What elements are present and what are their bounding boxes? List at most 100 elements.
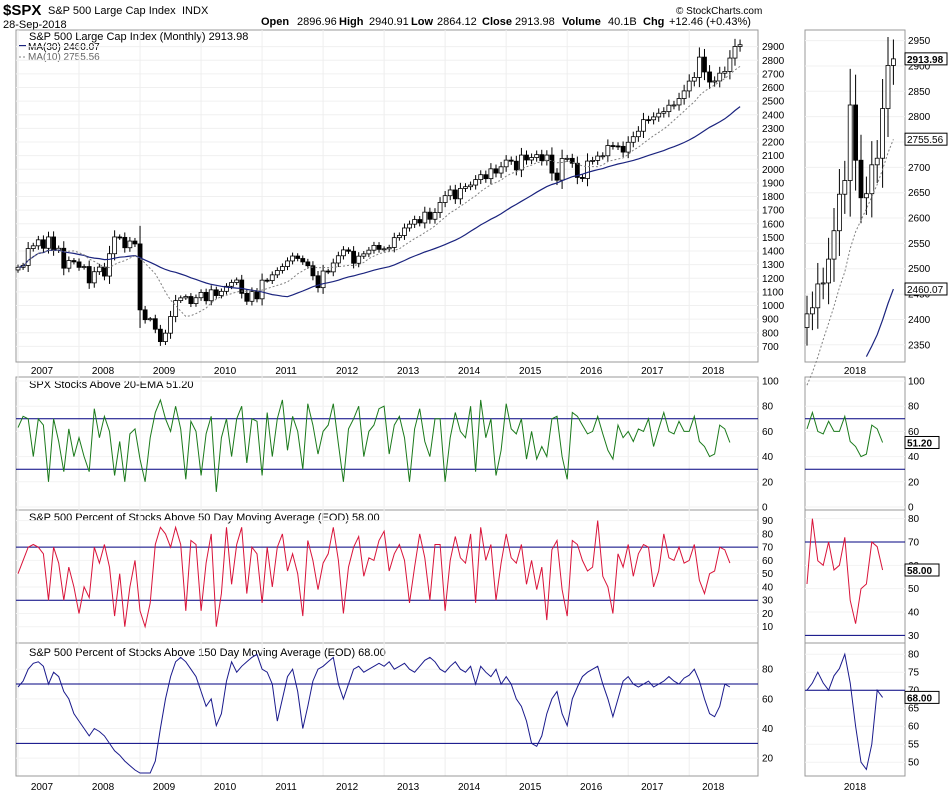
candle-up [696,56,702,78]
candle-up [66,260,72,269]
candle-down [325,270,331,273]
inset-ma150-ytick: 65 [908,704,920,715]
inset-ma150-ytick: 50 [908,758,920,769]
ma50-ytick: 60 [762,556,774,567]
candle-down [315,275,321,289]
candle-up [559,158,565,181]
price-ytick: 1600 [762,219,785,230]
price-legend: MA(30) 2460.07 MA(10) 2755.56 [19,42,100,63]
chart-date: 28-Sep-2018 [3,19,67,31]
candle-up [712,80,718,83]
inset-ema20-ytick: 100 [908,377,925,388]
candle-up [335,255,341,264]
candle-up [641,119,646,132]
candle-up [341,249,346,257]
candle-down [203,292,209,302]
price-xtick: 2017 [641,366,664,377]
candle-down [244,292,250,302]
inset-ma150-value-box [904,690,940,704]
candle-up [320,270,326,289]
candle-up [381,248,387,251]
plot-layer [15,37,896,774]
price-title: S&P 500 Large Cap Index (Monthly) 2913.9… [29,31,248,43]
candle-down [132,240,138,245]
candle-down [305,261,311,267]
candle-up [396,235,402,239]
ma50-panel [15,509,759,644]
inset-ema20-value-label: 51.20 [907,438,932,449]
inset-candle-down [858,159,864,199]
inset-candle-up [820,282,826,285]
ma50-ytick: 20 [762,609,774,620]
inset-candle-up [826,258,831,284]
inset-ma150-value-label: 68.00 [907,693,932,704]
candle-up [285,260,290,267]
inset-close-label-box [904,52,948,66]
inset-candle-up [815,283,821,309]
price-ytick: 2600 [762,83,785,94]
ma50-line [17,520,731,629]
inset-ytick: 2700 [908,163,931,174]
inset-ma50-ytick: 70 [908,538,920,549]
price-ytick: 1900 [762,178,785,189]
price-ytick: 2500 [762,97,785,108]
candle-up [173,300,179,317]
inset-ma10-label-box [904,132,948,146]
candle-up [15,266,21,271]
price-xtick: 2016 [580,366,603,377]
volume-value: 40.1B [608,16,637,28]
close-value: 2913.98 [515,16,555,28]
price-ytick: 1700 [762,206,785,217]
ema20-ytick: 20 [762,477,774,488]
candle-down [549,154,555,174]
ema20-panel [15,376,759,511]
candle-down [102,266,107,277]
ma150-ytick: 60 [762,694,774,705]
inset-ema20-ytick: 80 [908,402,920,413]
price-ytick: 2700 [762,69,785,80]
price-ytick: 1800 [762,192,785,203]
low-value: 2864.12 [437,16,477,28]
candle-down [524,154,529,161]
candle-down [213,289,219,296]
candle-down [152,318,158,330]
ema20-ytick: 100 [762,377,779,388]
inset-candle-up [874,157,880,166]
candle-up [488,168,494,180]
price-xtick: 2018 [702,366,725,377]
candle-up [691,77,697,82]
price-xtick: 2012 [336,366,359,377]
candle-down [452,189,458,200]
bottom-xtick: 2007 [31,782,54,793]
candle-up [463,186,468,189]
candle-down [61,247,67,269]
inset-ytick: 2500 [908,264,931,275]
candle-up [478,174,484,181]
candle-down [702,56,707,73]
ohlc-readout: Open 2896.96 High 2940.91 Low 2864.12 Cl… [261,16,751,28]
candle-down [142,309,148,321]
candle-up [727,57,733,72]
candle-up [442,195,448,203]
candle-down [427,211,433,220]
candle-down [295,255,301,259]
inset-candle-up [891,58,896,66]
inset-ytick: 2800 [908,112,931,123]
candle-up [259,279,265,300]
inset-ma50-ytick: 80 [908,514,920,525]
price-ytick: 2800 [762,56,785,67]
price-ytick: 1100 [762,287,784,298]
candle-up [676,98,682,106]
brand-watermark: © StockCharts.com [676,6,762,17]
inset-ema20-ytick: 60 [908,427,920,438]
candle-up [671,104,677,107]
inset-ma50-ytick: 50 [908,584,920,595]
candle-up [371,245,377,251]
ema20-ytick: 40 [762,452,774,463]
inset-ytick: 2400 [908,315,931,326]
legend-ma10: MA(10) 2755.56 [28,52,100,63]
candle-up [46,236,51,249]
inset-price-panel [804,29,906,363]
ma50-ytick: 10 [762,622,774,633]
inset-candle-up [864,193,869,199]
